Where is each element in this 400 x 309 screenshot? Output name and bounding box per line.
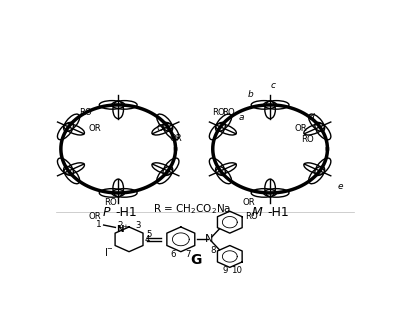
Text: e: e: [337, 183, 342, 192]
Text: N: N: [116, 225, 124, 234]
Text: 6: 6: [171, 250, 176, 259]
Text: RO: RO: [212, 108, 225, 116]
Text: a: a: [239, 113, 244, 122]
Text: 10: 10: [232, 266, 242, 275]
Text: OR: OR: [88, 124, 101, 133]
Text: 4: 4: [145, 235, 150, 244]
Text: I$^{-}$: I$^{-}$: [104, 246, 114, 258]
Text: OR: OR: [88, 212, 101, 221]
Text: 1: 1: [96, 220, 102, 229]
Text: RO: RO: [245, 212, 258, 221]
Text: -H1: -H1: [267, 206, 289, 219]
Text: RO: RO: [222, 108, 235, 116]
Text: $\mathit{P}$: $\mathit{P}$: [102, 206, 112, 219]
Text: RO: RO: [79, 108, 92, 116]
Text: 3: 3: [135, 221, 141, 230]
Text: R = CH$_2$CO$_2$Na: R = CH$_2$CO$_2$Na: [154, 202, 232, 216]
Text: d: d: [309, 113, 315, 122]
Text: N: N: [205, 234, 214, 244]
Text: OR: OR: [242, 198, 255, 207]
Text: 5: 5: [146, 230, 152, 239]
Text: OR: OR: [157, 124, 170, 133]
Text: 2: 2: [118, 221, 123, 230]
Text: 8: 8: [211, 247, 216, 256]
Text: OR: OR: [169, 134, 182, 143]
Text: c: c: [270, 81, 275, 90]
Text: RO: RO: [301, 135, 314, 144]
Text: OR: OR: [295, 124, 308, 133]
Text: G: G: [190, 253, 201, 267]
Text: $\mathit{M}$: $\mathit{M}$: [252, 206, 264, 219]
Text: 7: 7: [185, 250, 191, 259]
Text: 9: 9: [223, 266, 228, 275]
Text: -H1: -H1: [115, 206, 137, 219]
Text: b: b: [248, 90, 254, 99]
Text: RO: RO: [104, 198, 117, 207]
Text: +: +: [122, 224, 128, 230]
